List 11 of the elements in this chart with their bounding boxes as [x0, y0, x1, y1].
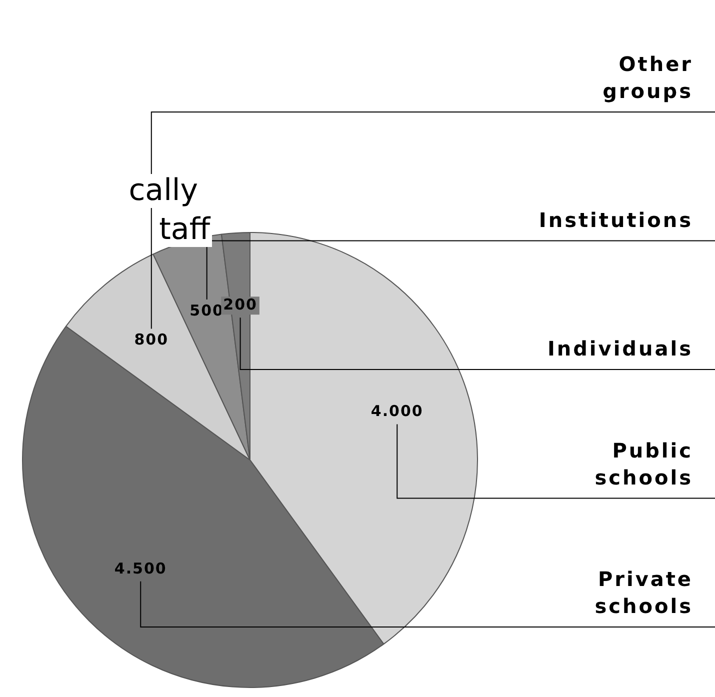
- data-label: 200: [223, 295, 258, 314]
- text: cally taff: [128, 173, 212, 247]
- data-label: 4.000: [370, 402, 424, 420]
- slice-label: Other groups: [602, 52, 693, 103]
- data-label: 4.500: [114, 559, 167, 578]
- slice-label: Public schools: [594, 438, 693, 490]
- data-label: 500: [190, 301, 224, 320]
- slice-label: Institutions: [538, 208, 693, 232]
- slice-label: Private schools: [594, 567, 693, 618]
- data-label: 800: [134, 330, 169, 349]
- slice-label: Individuals: [547, 336, 693, 360]
